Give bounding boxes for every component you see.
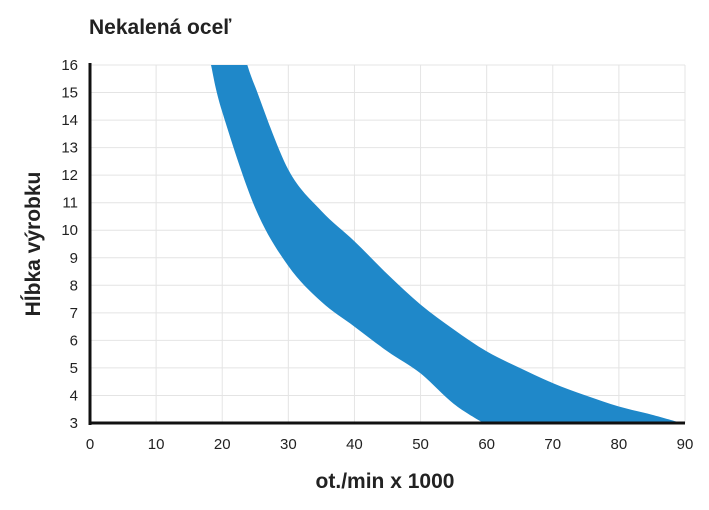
x-tick-label: 60 (478, 436, 495, 453)
grid-lines (90, 64, 686, 423)
y-axis-ticks: 3 4 5 6 7 8 9 10 11 12 13 14 15 16 (61, 57, 78, 432)
y-tick-label: 7 (70, 305, 78, 322)
x-tick-label: 30 (280, 436, 297, 453)
y-tick-label: 6 (70, 332, 78, 349)
y-tick-label: 11 (62, 195, 78, 212)
y-tick-label: 12 (61, 167, 78, 184)
y-tick-label: 15 (61, 85, 78, 102)
x-tick-label: 90 (677, 436, 694, 453)
y-tick-label: 10 (61, 222, 78, 239)
x-axis-ticks: 0 10 20 30 40 50 60 70 80 90 (86, 436, 694, 453)
x-tick-label: 10 (148, 436, 165, 453)
x-tick-label: 80 (611, 436, 628, 453)
y-tick-label: 9 (70, 250, 78, 267)
y-tick-label: 13 (61, 140, 78, 157)
rpm-band-area (211, 65, 682, 423)
x-tick-label: 70 (544, 436, 561, 453)
y-tick-label: 3 (70, 415, 78, 432)
y-tick-label: 14 (61, 112, 78, 129)
y-tick-label: 8 (70, 277, 78, 294)
x-tick-label: 50 (412, 436, 429, 453)
y-tick-label: 5 (70, 360, 78, 377)
y-axis-title: Hĺbka výrobku (21, 172, 45, 317)
x-tick-label: 20 (214, 436, 231, 453)
y-tick-label: 4 (70, 387, 78, 404)
y-tick-label: 16 (61, 57, 78, 74)
chart-title: Nekalená oceľ (89, 16, 232, 39)
x-tick-label: 40 (346, 436, 363, 453)
x-tick-label: 0 (86, 436, 94, 453)
x-axis-title: ot./min x 1000 (316, 470, 455, 493)
